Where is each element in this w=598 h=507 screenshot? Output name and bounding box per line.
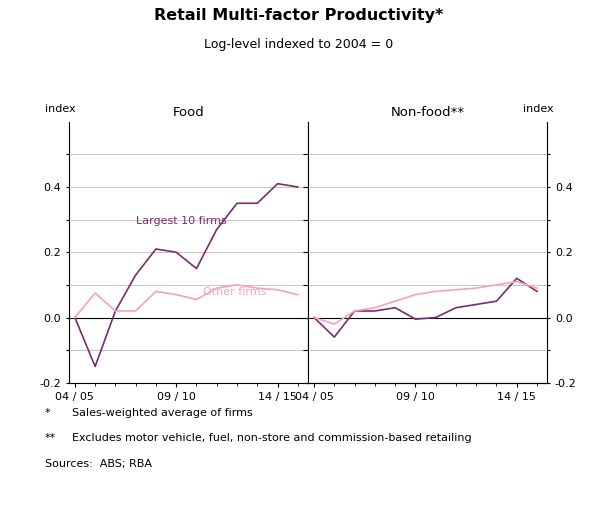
- Text: **: **: [45, 433, 56, 444]
- Text: Other firms: Other firms: [203, 287, 266, 297]
- Text: Largest 10 firms: Largest 10 firms: [136, 216, 227, 226]
- Text: Non-food**: Non-food**: [390, 106, 465, 119]
- Text: Log-level indexed to 2004 = 0: Log-level indexed to 2004 = 0: [205, 38, 393, 51]
- Text: Excludes motor vehicle, fuel, non-store and commission-based retailing: Excludes motor vehicle, fuel, non-store …: [72, 433, 471, 444]
- Text: Sales-weighted average of firms: Sales-weighted average of firms: [72, 408, 252, 418]
- Text: *: *: [45, 408, 50, 418]
- Text: Sources:  ABS; RBA: Sources: ABS; RBA: [45, 459, 152, 469]
- Text: index: index: [523, 104, 553, 114]
- Text: Food: Food: [172, 106, 205, 119]
- Text: index: index: [45, 104, 75, 114]
- Text: Retail Multi-factor Productivity*: Retail Multi-factor Productivity*: [154, 8, 444, 23]
